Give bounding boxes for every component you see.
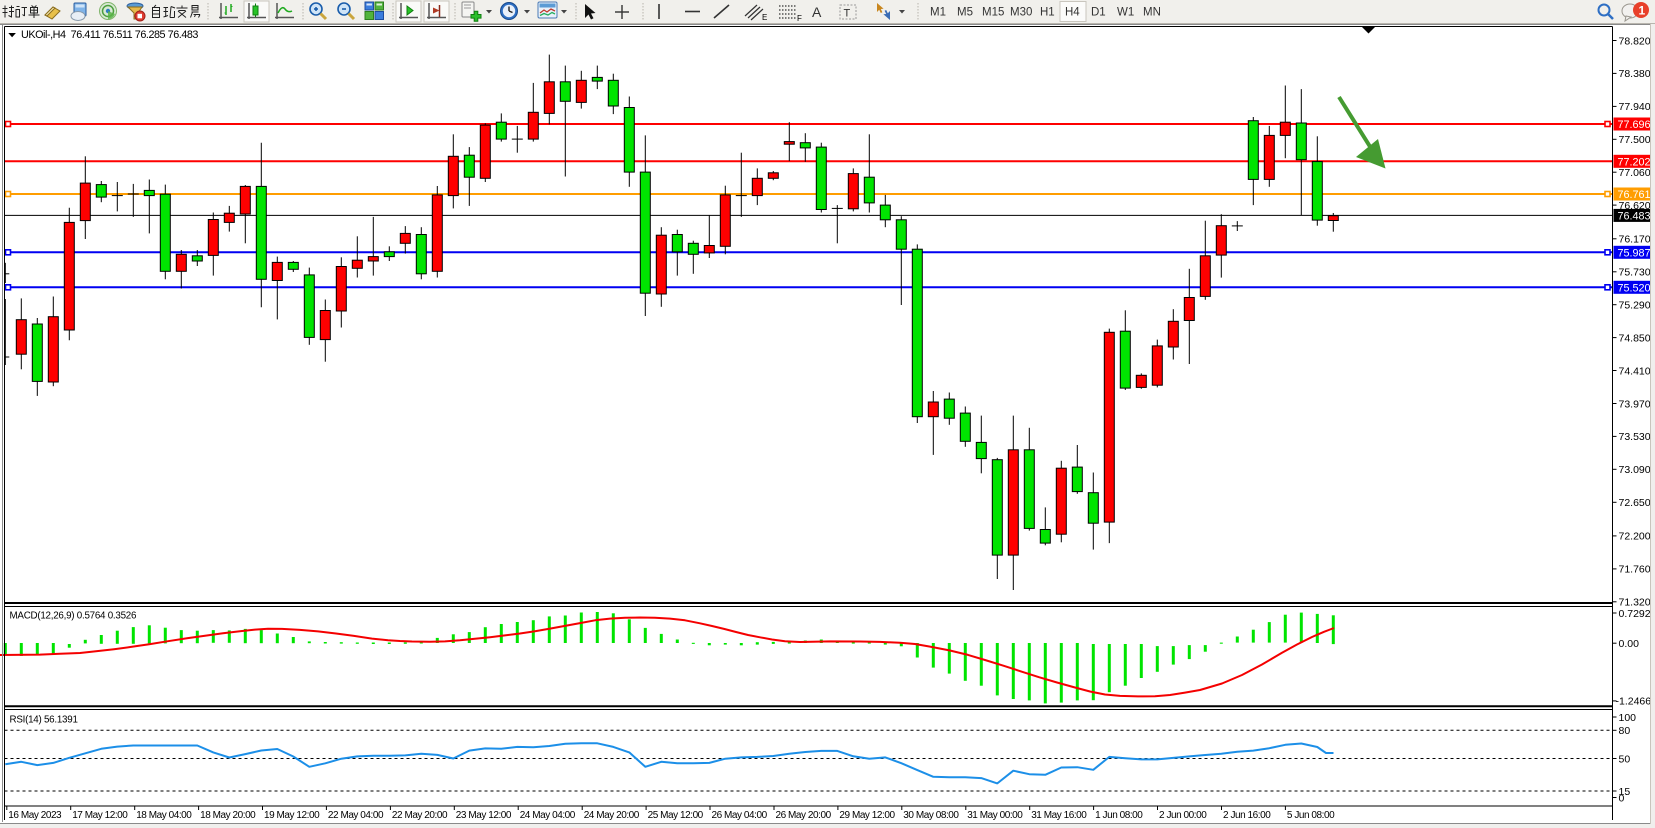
svg-text:77.696: 77.696 [1618,119,1651,131]
svg-text:100: 100 [1619,712,1637,724]
svg-text:RSI(14) 56.1391: RSI(14) 56.1391 [10,715,78,726]
svg-text:W1: W1 [1117,7,1134,19]
svg-text:73.970: 73.970 [1619,398,1651,410]
svg-text:H1: H1 [1040,7,1055,19]
svg-text:75.730: 75.730 [1619,267,1651,279]
svg-text:MN: MN [1143,7,1161,19]
svg-text:77.940: 77.940 [1619,101,1651,113]
svg-text:19 May 12:00: 19 May 12:00 [264,810,320,821]
svg-text:80: 80 [1619,725,1631,737]
svg-text:77.060: 77.060 [1619,167,1651,179]
svg-text:23 May 12:00: 23 May 12:00 [456,810,512,821]
svg-text:M30: M30 [1010,7,1032,19]
svg-text:UKOil-,H4 76.411 76.511 76.28: UKOil-,H4 76.411 76.511 76.285 76.483 [21,29,198,41]
svg-text:15: 15 [1619,786,1631,798]
svg-text:2 Jun 00:00: 2 Jun 00:00 [1159,810,1207,821]
svg-text:D1: D1 [1091,7,1106,19]
svg-text:74.850: 74.850 [1619,332,1651,344]
svg-text:78.820: 78.820 [1619,35,1651,47]
svg-text:72.650: 72.650 [1619,497,1651,509]
svg-text:18 May 04:00: 18 May 04:00 [136,810,192,821]
svg-text:24 May 20:00: 24 May 20:00 [584,810,640,821]
svg-text:T: T [844,8,851,20]
svg-text:0: 0 [1619,792,1625,804]
svg-text:77.500: 77.500 [1619,134,1651,146]
svg-text:50: 50 [1619,753,1631,765]
svg-text:29 May 12:00: 29 May 12:00 [839,810,895,821]
svg-text:22 May 04:00: 22 May 04:00 [328,810,384,821]
svg-text:74.410: 74.410 [1619,365,1651,377]
svg-text:77.202: 77.202 [1618,157,1651,169]
svg-text:26 May 20:00: 26 May 20:00 [776,810,832,821]
svg-text:18 May 20:00: 18 May 20:00 [200,810,256,821]
svg-text:76.483: 76.483 [1618,211,1651,223]
svg-text:71.760: 71.760 [1619,564,1651,576]
svg-text:F: F [797,14,802,23]
svg-text:1: 1 [1639,4,1646,18]
svg-text:MACD(12,26,9) 0.5764 0.3526: MACD(12,26,9) 0.5764 0.3526 [10,611,137,622]
svg-text:22 May 20:00: 22 May 20:00 [392,810,448,821]
svg-text:73.530: 73.530 [1619,431,1651,443]
svg-text:A: A [812,4,822,20]
svg-text:30 May 08:00: 30 May 08:00 [903,810,959,821]
svg-text:75.290: 75.290 [1619,300,1651,312]
svg-text:76.761: 76.761 [1618,189,1651,201]
svg-text:2 Jun 16:00: 2 Jun 16:00 [1223,810,1271,821]
svg-text:0.00: 0.00 [1619,638,1640,650]
svg-text:M5: M5 [957,7,973,19]
svg-text:76.170: 76.170 [1619,234,1651,246]
svg-text:25 May 12:00: 25 May 12:00 [648,810,704,821]
svg-text:17 May 12:00: 17 May 12:00 [72,810,128,821]
svg-text:-1.2466: -1.2466 [1616,696,1652,708]
svg-text:26 May 04:00: 26 May 04:00 [712,810,768,821]
svg-text:75.520: 75.520 [1618,283,1651,295]
svg-text:78.380: 78.380 [1619,68,1651,80]
svg-text:72.200: 72.200 [1619,531,1651,543]
svg-text:5 Jun 08:00: 5 Jun 08:00 [1287,810,1335,821]
svg-text:M1: M1 [930,7,946,19]
svg-text:16 May 2023: 16 May 2023 [8,810,62,821]
svg-text:73.090: 73.090 [1619,464,1651,476]
svg-text:71.320: 71.320 [1619,597,1651,609]
svg-text:24 May 04:00: 24 May 04:00 [520,810,576,821]
svg-text:31 May 00:00: 31 May 00:00 [967,810,1023,821]
svg-text:0.7292: 0.7292 [1619,608,1651,620]
svg-text:1 Jun 08:00: 1 Jun 08:00 [1095,810,1143,821]
svg-text:31 May 16:00: 31 May 16:00 [1031,810,1087,821]
svg-text:M15: M15 [982,7,1004,19]
svg-text:E: E [762,13,767,22]
svg-text:75.987: 75.987 [1618,248,1651,260]
svg-text:H4: H4 [1065,7,1080,19]
